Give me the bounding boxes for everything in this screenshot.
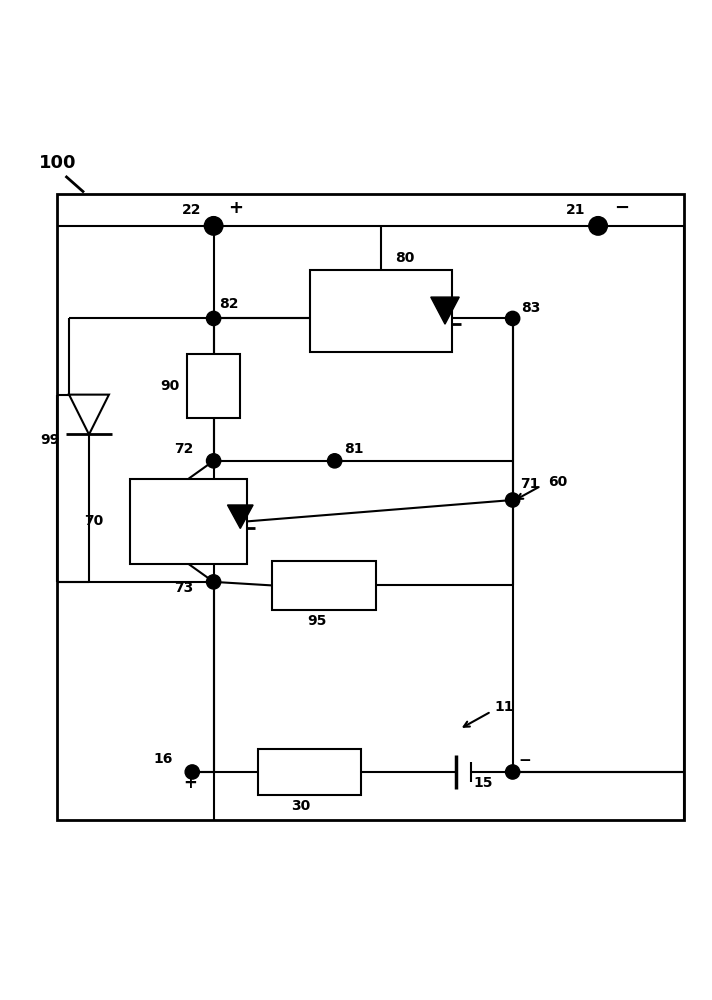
Text: 99: 99: [41, 433, 60, 447]
Text: 11: 11: [495, 700, 514, 714]
Circle shape: [589, 217, 607, 235]
Text: 30: 30: [291, 799, 311, 813]
Text: 90: 90: [160, 379, 179, 393]
Text: 16: 16: [153, 752, 172, 766]
Text: 100: 100: [39, 154, 77, 172]
Bar: [57, 194, 684, 820]
Circle shape: [506, 311, 520, 326]
Text: +: +: [228, 199, 243, 217]
Text: 81: 81: [344, 442, 363, 456]
Polygon shape: [228, 505, 253, 528]
Text: −: −: [518, 753, 531, 768]
Text: +: +: [184, 774, 197, 792]
Text: 21: 21: [566, 203, 585, 217]
Bar: [130, 479, 248, 564]
Circle shape: [506, 765, 520, 779]
Text: 71: 71: [520, 477, 539, 491]
Text: 60: 60: [548, 475, 567, 489]
Text: 95: 95: [307, 614, 327, 628]
Bar: [310, 270, 452, 352]
Bar: [272, 561, 376, 610]
Polygon shape: [431, 297, 459, 324]
Circle shape: [506, 493, 520, 507]
Text: 82: 82: [219, 297, 239, 311]
Text: 22: 22: [182, 203, 201, 217]
Circle shape: [206, 311, 221, 326]
Text: 73: 73: [174, 581, 194, 595]
Bar: [187, 354, 241, 418]
Text: 70: 70: [84, 514, 103, 528]
Text: 15: 15: [473, 776, 493, 790]
Circle shape: [204, 217, 223, 235]
Circle shape: [328, 454, 342, 468]
Text: 80: 80: [395, 251, 414, 265]
Circle shape: [185, 765, 199, 779]
Circle shape: [206, 575, 221, 589]
Circle shape: [206, 454, 221, 468]
Bar: [258, 749, 361, 795]
Text: 83: 83: [521, 301, 540, 315]
Text: 72: 72: [174, 442, 194, 456]
Text: −: −: [614, 199, 629, 217]
